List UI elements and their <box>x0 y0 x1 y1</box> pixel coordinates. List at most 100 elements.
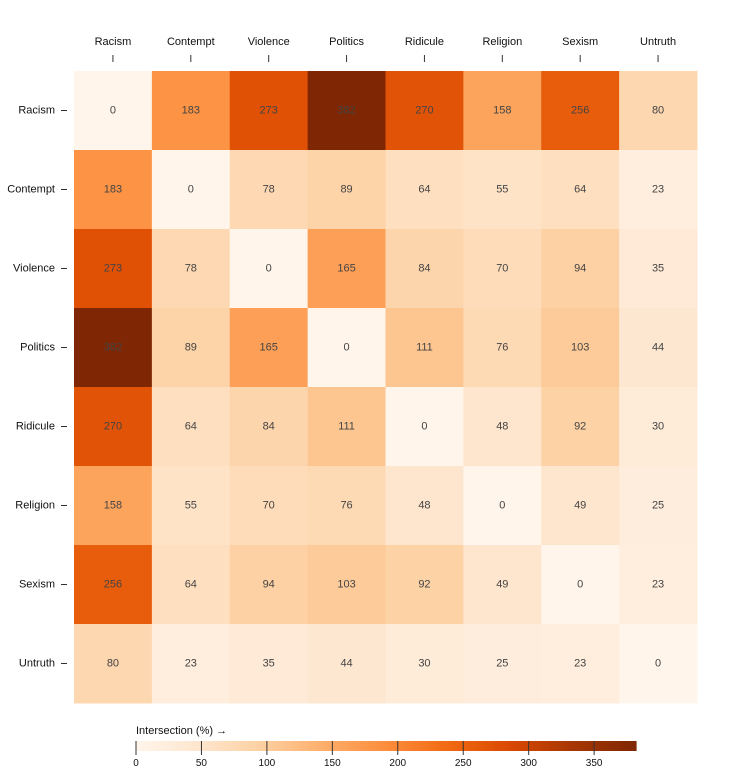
legend-tick-label: 350 <box>586 758 603 769</box>
heatmap-cell <box>151 387 231 467</box>
legend-ramp-segment <box>188 741 191 751</box>
legend-ramp-segment <box>622 741 625 751</box>
cell-value-label: 165 <box>337 263 355 275</box>
heatmap-cell <box>541 150 620 230</box>
heatmap-cell <box>74 308 153 388</box>
cell-value-label: 165 <box>260 342 278 354</box>
legend-ramp-segment <box>194 741 197 751</box>
legend-ramp-segment <box>154 741 157 751</box>
legend-ramp-segment <box>416 741 419 751</box>
legend-ramp-segment <box>306 741 309 751</box>
heatmap-cell <box>541 624 620 704</box>
legend-ramp-segment <box>572 741 575 751</box>
legend-ramp-segment <box>524 741 527 751</box>
legend-ramp-segment <box>212 741 215 751</box>
legend-ramp-segment <box>328 741 331 751</box>
cell-value-label: 48 <box>418 500 430 512</box>
legend-ramp-segment <box>546 741 549 751</box>
legend-ramp-segment <box>186 741 189 751</box>
cell-value-label: 382 <box>337 105 355 117</box>
legend-ramp-segment <box>222 741 225 751</box>
legend-ramp-segment <box>626 741 629 751</box>
legend-ramp-segment <box>144 741 147 751</box>
legend-ramp-segment <box>584 741 587 751</box>
cell-value-label: 0 <box>266 263 272 275</box>
legend-ramp-segment <box>360 741 363 751</box>
heatmap-cell <box>541 71 620 151</box>
legend-ramp-segment <box>568 741 571 751</box>
heatmap-cells <box>74 71 698 704</box>
legend-tick-label: 50 <box>196 758 208 769</box>
heatmap-cell <box>229 466 309 546</box>
legend-ramp-segment <box>578 741 581 751</box>
x-tick-label: Racism <box>95 36 132 48</box>
legend-ramp-segment <box>322 741 325 751</box>
legend-ramp-segment <box>488 741 491 751</box>
cell-value-label: 78 <box>185 263 197 275</box>
legend-ramp-segment <box>556 741 559 751</box>
legend-ramp-segment <box>448 741 451 751</box>
heatmap-cell <box>74 71 153 151</box>
legend-ramp-segment <box>592 741 595 751</box>
legend-ramp-segment <box>286 741 289 751</box>
legend-ramp-segment <box>166 741 169 751</box>
legend-ramp-segment <box>278 741 281 751</box>
cell-value-label: 0 <box>344 342 350 354</box>
legend-ramp-segment <box>206 741 209 751</box>
legend-ramp-segment <box>596 741 599 751</box>
cell-value-label: 49 <box>496 579 508 591</box>
legend-ramp-segment <box>504 741 507 751</box>
cell-value-label: 70 <box>496 263 508 275</box>
heatmap-cell <box>385 466 464 546</box>
cell-value-label: 35 <box>652 263 664 275</box>
cell-value-label: 80 <box>107 658 119 670</box>
legend-ramp-segment <box>532 741 535 751</box>
legend-tick-label: 100 <box>259 758 276 769</box>
legend-ramp-segment <box>310 741 313 751</box>
color-legend: Intersection (%) → 0 50 100 150 200 250 300 350 <box>133 725 637 769</box>
heatmap-cell <box>385 229 464 309</box>
legend-title: Intersection (%) → <box>136 725 227 737</box>
cell-value-label: 382 <box>104 342 122 354</box>
legend-ramp-segment <box>164 741 167 751</box>
heatmap-cell <box>74 624 153 704</box>
legend-ramp-segment <box>392 741 395 751</box>
legend-ramp-segment <box>442 741 445 751</box>
legend-ramp-segment <box>420 741 423 751</box>
legend-ramp-segment <box>620 741 623 751</box>
cell-value-label: 94 <box>574 263 586 275</box>
x-tick-label: Contempt <box>167 36 215 48</box>
heatmap-cell <box>151 150 231 230</box>
cell-value-label: 23 <box>574 658 586 670</box>
legend-ticks: 0 50 100 150 200 250 300 350 <box>133 741 603 769</box>
legend-ramp-segment <box>542 741 545 751</box>
legend-ramp-segment <box>588 741 591 751</box>
legend-ramp-segment <box>402 741 405 751</box>
heatmap-cell <box>307 150 386 230</box>
legend-ramp-segment <box>138 741 141 751</box>
legend-ramp-segment <box>196 741 199 751</box>
cell-value-label: 94 <box>263 579 275 591</box>
legend-ramp-segment <box>250 741 253 751</box>
heatmap-cell <box>74 229 153 309</box>
legend-tick-label: 250 <box>455 758 472 769</box>
legend-ramp-segment <box>140 741 143 751</box>
legend-ramp-segment <box>302 741 305 751</box>
legend-ramp-segment <box>316 741 319 751</box>
legend-ramp-segment <box>590 741 593 751</box>
legend-ramp-segment <box>400 741 403 751</box>
cell-value-label: 84 <box>263 421 275 433</box>
cell-value-label: 64 <box>185 579 197 591</box>
legend-ramp-segment <box>318 741 321 751</box>
legend-ramp-segment <box>586 741 589 751</box>
legend-ramp-segment <box>168 741 171 751</box>
legend-ramp-segment <box>418 741 421 751</box>
legend-ramp-segment <box>432 741 435 751</box>
y-tick-label: Sexism <box>19 579 55 591</box>
legend-ramp-segment <box>260 741 263 751</box>
legend-ramp-segment <box>440 741 443 751</box>
heatmap-cell <box>151 466 231 546</box>
legend-ramp-segment <box>176 741 179 751</box>
legend-ramp-segment <box>512 741 515 751</box>
legend-ramp-segment <box>610 741 613 751</box>
